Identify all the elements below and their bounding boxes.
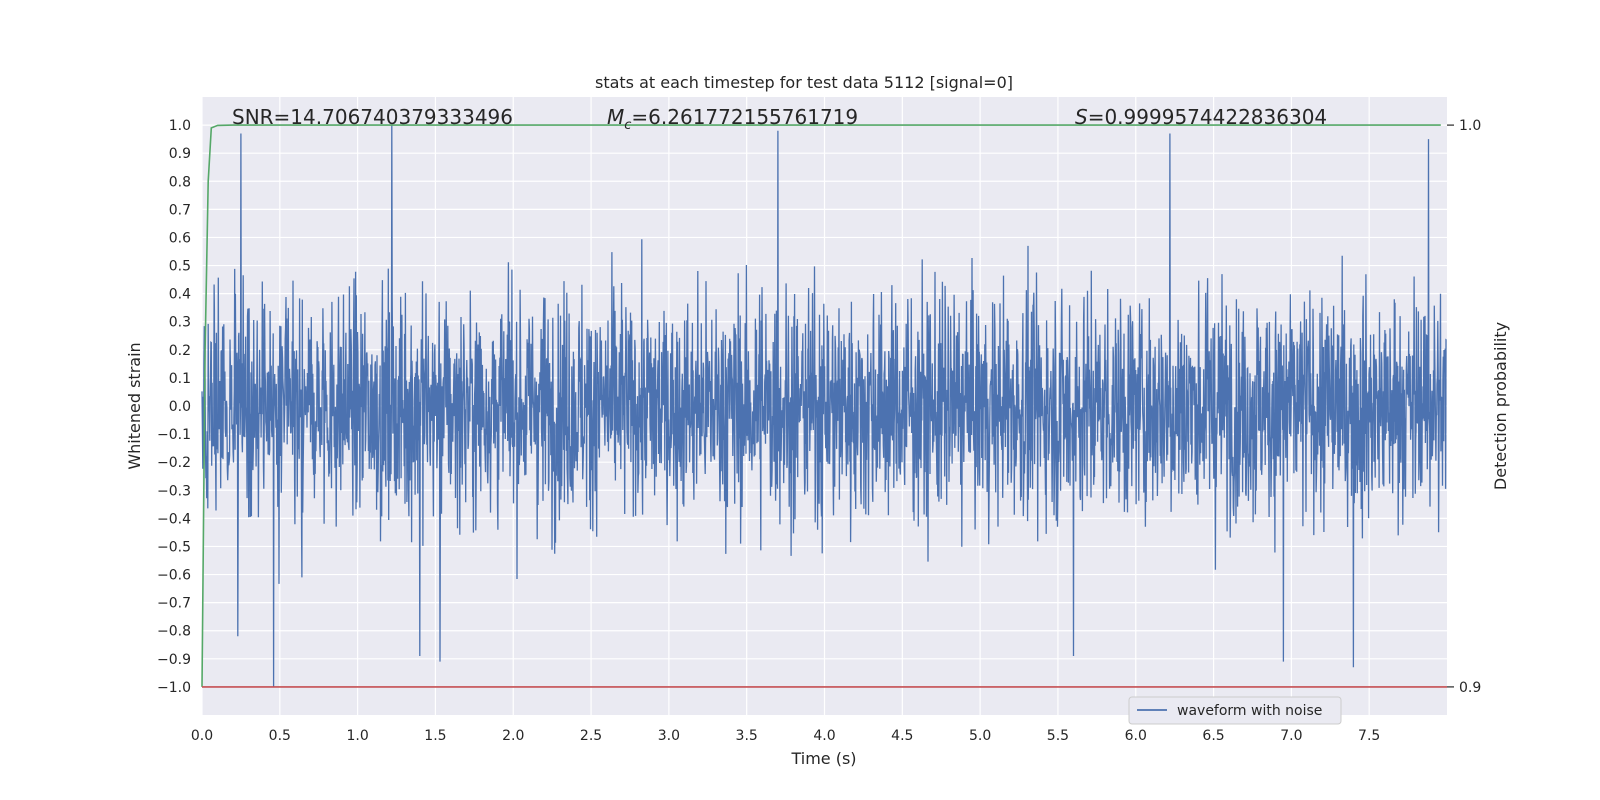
- x-tick-label: 4.0: [813, 728, 835, 744]
- y-tick-label: −1.0: [157, 680, 191, 696]
- x-tick-label: 3.0: [658, 728, 680, 744]
- right-y-axis-label: Detection probability: [1491, 322, 1510, 490]
- legend-box: [1128, 696, 1342, 725]
- y-tick-label: −0.3: [157, 483, 191, 499]
- x-tick-label: 0.5: [269, 728, 291, 744]
- legend: waveform with noise: [1128, 696, 1342, 725]
- x-tick-label: 7.0: [1280, 728, 1302, 744]
- y-tick-label: −0.6: [157, 568, 191, 584]
- y-tick-label: 0.7: [169, 202, 191, 218]
- right-y-tick-label: 0.9: [1459, 680, 1481, 696]
- waveform-line: [201, 125, 1447, 687]
- y-axis-label: Whitened strain: [125, 342, 144, 469]
- snr-annotation: SNR=14.706740379333496: [232, 105, 513, 129]
- x-tick-label: 6.5: [1202, 728, 1224, 744]
- y-tick-label: 0.8: [169, 174, 191, 190]
- y-tick-label: 1.0: [169, 118, 191, 134]
- x-tick-label: 6.0: [1125, 728, 1147, 744]
- y-tick-label: −0.7: [157, 596, 191, 612]
- chart-title: stats at each timestep for test data 511…: [595, 73, 1013, 92]
- right-y-tick-label: 1.0: [1459, 118, 1481, 134]
- detection-stat-annotation: S=0.9999574422836304: [1075, 105, 1327, 129]
- x-tick-label: 3.5: [736, 728, 758, 744]
- chirp-mass-symbol: M: [607, 105, 624, 129]
- x-tick-label: 7.5: [1358, 728, 1380, 744]
- y-tick-label: 0.3: [169, 315, 191, 331]
- x-axis-label: Time (s): [790, 749, 856, 768]
- y-tick-label: 0.2: [169, 343, 191, 359]
- waveform-series: [201, 125, 1447, 687]
- y-tick-label: 0.4: [169, 287, 191, 303]
- y-tick-label: −0.9: [157, 652, 191, 668]
- x-tick-label: 4.5: [891, 728, 913, 744]
- y-tick-label: −0.5: [157, 539, 191, 555]
- chirp-mass-annotation: Mc=6.261772155761719: [607, 105, 858, 133]
- y-tick-label: 0.5: [169, 259, 191, 275]
- x-tick-label: 0.0: [191, 728, 213, 744]
- detection-stat-symbol: S: [1075, 105, 1088, 129]
- y-tick-label: −0.8: [157, 624, 191, 640]
- x-tick-label: 2.5: [580, 728, 602, 744]
- probability-series: [201, 124, 1447, 688]
- x-axis: 0.0 0.5 1.0 1.5 2.0 2.5 3.0 3.5 4.0 4.5 5.0 5.5 6.0 6…: [191, 728, 1380, 744]
- x-tick-label: 5.5: [1047, 728, 1069, 744]
- right-y-axis: 1.0 0.9: [1447, 118, 1481, 696]
- y-tick-label: 0.0: [169, 399, 191, 415]
- detection-stat-value: =0.9999574422836304: [1088, 105, 1327, 129]
- y-tick-label: 0.1: [169, 371, 191, 387]
- legend-entry-waveform: waveform with noise: [1177, 703, 1322, 719]
- left-y-axis: 1.0 0.9 0.8 0.7 0.6 0.5 0.4 0.3 0.2 0.1 0.0 −0.1 −0.…: [157, 118, 191, 696]
- x-tick-label: 1.5: [424, 728, 446, 744]
- chirp-mass-value: =6.261772155761719: [631, 105, 858, 129]
- x-tick-label: 5.0: [969, 728, 991, 744]
- y-tick-label: 0.9: [169, 146, 191, 162]
- y-tick-label: −0.1: [157, 427, 191, 443]
- x-tick-label: 1.0: [346, 728, 368, 744]
- y-tick-label: 0.6: [169, 230, 191, 246]
- y-tick-label: −0.2: [157, 455, 191, 471]
- chirp-mass-subscript: c: [624, 118, 631, 133]
- detection-probability-line: [201, 124, 1441, 687]
- y-tick-label: −0.4: [157, 511, 191, 527]
- x-tick-label: 2.0: [502, 728, 524, 744]
